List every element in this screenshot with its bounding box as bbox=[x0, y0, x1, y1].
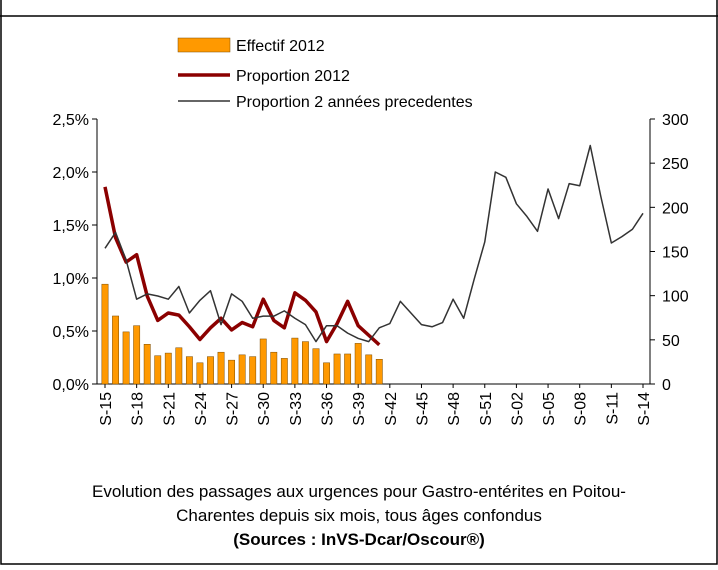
bar bbox=[175, 347, 183, 385]
bar bbox=[154, 355, 162, 385]
bar bbox=[333, 353, 341, 385]
x-tick-label: S-11 bbox=[604, 392, 621, 425]
bar bbox=[365, 354, 373, 385]
x-tick-label: S-27 bbox=[225, 392, 242, 426]
y2-tick-label: 100 bbox=[662, 289, 689, 306]
y-tick-label: 1,0% bbox=[53, 271, 89, 288]
x-tick-label: S-02 bbox=[509, 392, 526, 426]
bar bbox=[249, 356, 257, 385]
y2-tick-label: 250 bbox=[662, 156, 689, 173]
bar bbox=[217, 351, 225, 385]
x-tick-label: S-14 bbox=[636, 392, 653, 426]
x-tick-label: S-08 bbox=[573, 392, 590, 426]
y-tick-label: 2,0% bbox=[53, 165, 89, 182]
bar bbox=[259, 338, 267, 385]
x-tick-label: S-42 bbox=[383, 392, 400, 426]
caption: Evolution des passages aux urgences pour… bbox=[92, 482, 626, 501]
x-tick-label: S-45 bbox=[414, 392, 431, 426]
bar bbox=[228, 359, 236, 385]
x-tick-label: S-33 bbox=[288, 392, 305, 426]
x-tick-label: S-36 bbox=[320, 392, 337, 426]
x-tick-label: S-15 bbox=[98, 392, 115, 426]
y2-tick-label: 50 bbox=[662, 333, 680, 350]
x-tick-label: S-24 bbox=[193, 392, 210, 426]
legend-label: Proportion 2 années precedentes bbox=[236, 94, 473, 111]
y2-tick-label: 150 bbox=[662, 245, 689, 262]
bar bbox=[354, 343, 362, 385]
bar bbox=[291, 337, 299, 385]
bar bbox=[238, 354, 246, 385]
y-tick-label: 0,5% bbox=[53, 324, 89, 341]
y2-tick-label: 0 bbox=[662, 377, 671, 394]
line bbox=[103, 186, 381, 347]
x-tick-label: S-48 bbox=[446, 392, 463, 426]
legend-label: Proportion 2012 bbox=[236, 68, 350, 85]
y2-tick-label: 300 bbox=[662, 112, 689, 129]
bar bbox=[196, 362, 204, 385]
bar bbox=[133, 325, 141, 385]
bar bbox=[302, 341, 309, 385]
x-tick-label: S-05 bbox=[541, 392, 558, 426]
x-tick-label: S-21 bbox=[161, 392, 178, 426]
source: (Sources : InVS-Dcar/Oscour®) bbox=[233, 530, 485, 549]
bar bbox=[280, 358, 288, 385]
x-tick-label: S-39 bbox=[351, 392, 368, 426]
legend-label: Effectif 2012 bbox=[236, 38, 325, 55]
bar bbox=[122, 331, 130, 385]
x-tick-label: S-51 bbox=[478, 392, 495, 426]
y2-tick-label: 200 bbox=[662, 200, 689, 217]
bar bbox=[185, 356, 193, 385]
bar bbox=[323, 362, 330, 385]
caption: Charentes depuis six mois, tous âges con… bbox=[176, 506, 542, 525]
line bbox=[104, 144, 644, 343]
y-tick-label: 1,5% bbox=[53, 218, 89, 235]
bar bbox=[112, 315, 119, 385]
x-tick-label: S-30 bbox=[256, 392, 273, 426]
bar bbox=[207, 356, 214, 385]
bar bbox=[270, 351, 278, 385]
bar bbox=[143, 344, 151, 385]
y-tick-label: 0,0% bbox=[53, 377, 89, 394]
bar bbox=[344, 353, 352, 385]
bar bbox=[312, 348, 320, 385]
x-tick-label: S-18 bbox=[130, 392, 147, 426]
bar bbox=[375, 359, 383, 385]
legend-swatch bbox=[177, 37, 231, 53]
y-tick-label: 2,5% bbox=[53, 112, 89, 129]
bar bbox=[164, 352, 172, 385]
bar bbox=[101, 283, 109, 385]
